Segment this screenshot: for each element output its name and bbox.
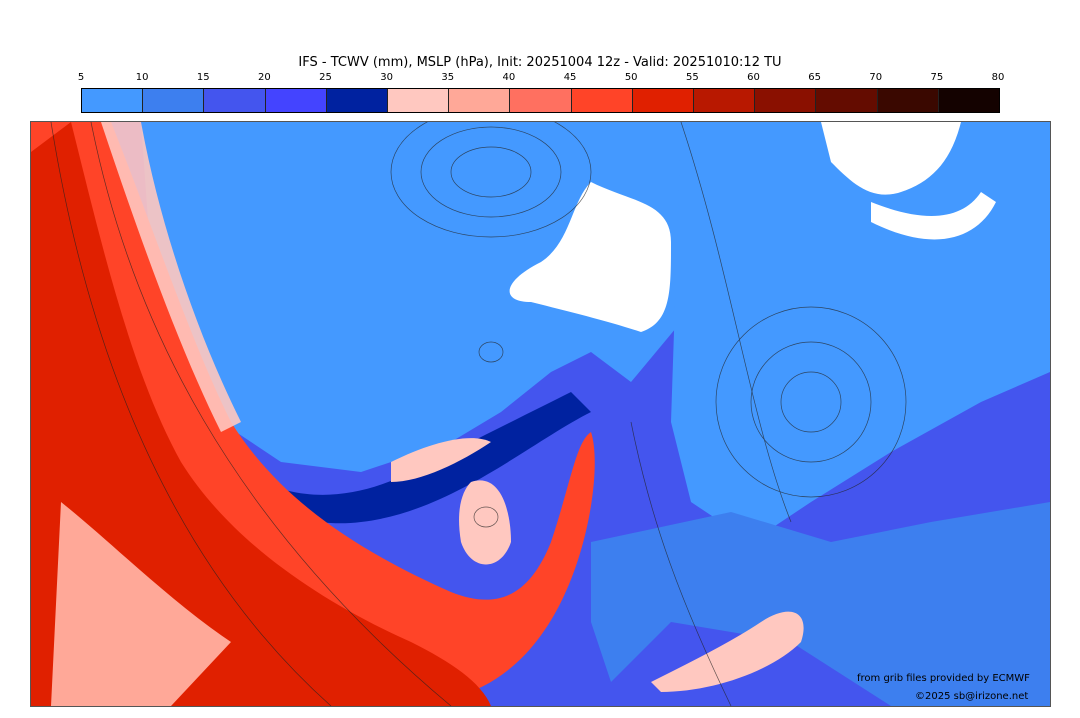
- colorbar-segment: [265, 89, 327, 112]
- white-greenland: [509, 182, 671, 332]
- colorbar-segment: [755, 89, 817, 112]
- source-credit: from grib files provided by ECMWF: [857, 673, 1030, 684]
- colorbar-segment: [694, 89, 756, 112]
- colorbar-tick: 30: [380, 72, 394, 83]
- isobar: [390, 122, 592, 238]
- colorbar-tick: 20: [258, 72, 271, 83]
- colorbar-segment: [388, 89, 450, 112]
- isobar: [630, 421, 732, 706]
- isobar: [473, 506, 499, 528]
- colorbar-segment: [938, 89, 1000, 112]
- white-arctic: [821, 122, 961, 195]
- tcwv-field: [31, 122, 1050, 706]
- pink-outer: [101, 122, 241, 432]
- colorbar-segment: [510, 89, 572, 112]
- colorbar-segment: [143, 89, 205, 112]
- colorbar-tick: 35: [441, 72, 455, 83]
- isobar: [420, 126, 562, 218]
- pink-jet: [391, 438, 491, 482]
- colorbar-tick: 50: [624, 72, 638, 83]
- colorbar-segment: [877, 89, 939, 112]
- copyright-credit: ©2025 sb@irizone.net: [915, 691, 1029, 702]
- map-title: IFS - TCWV (mm), MSLP (hPa), Init: 20251…: [298, 55, 782, 70]
- isobar: [750, 341, 872, 463]
- colorbar-segment: [632, 89, 695, 112]
- colorbar-segment: [816, 89, 878, 112]
- colorbar-segment: [82, 89, 144, 112]
- isobar: [715, 306, 907, 498]
- pink-plume: [51, 502, 231, 706]
- isobar: [680, 122, 792, 523]
- colorbar-tick: 70: [869, 72, 883, 83]
- pink-mediterranean: [651, 611, 804, 692]
- colorbar-tick: 60: [747, 72, 760, 83]
- white-arc: [871, 192, 996, 240]
- colorbar-segment: [449, 89, 511, 112]
- light-blue-region: [141, 122, 681, 472]
- colorbar-segment: [326, 89, 389, 112]
- isobar: [478, 341, 504, 363]
- weather-map: [30, 121, 1051, 707]
- isobar: [450, 146, 532, 198]
- isobar: [780, 371, 842, 433]
- colorbar-tick: 80: [991, 72, 1005, 83]
- red-core: [31, 122, 491, 706]
- colorbar-tick: 5: [77, 72, 85, 83]
- isobar: [50, 122, 332, 706]
- isobar: [90, 122, 452, 706]
- colorbar: [81, 88, 1000, 113]
- pink-low: [459, 480, 511, 565]
- colorbar-tick: 55: [685, 72, 699, 83]
- isobars: [50, 122, 907, 706]
- light-blue-south: [591, 502, 1050, 706]
- colorbar-tick: 40: [502, 72, 516, 83]
- colorbar-tick: 45: [563, 72, 577, 83]
- colorbar-tick: 25: [319, 72, 332, 83]
- colorbar-tick: 10: [135, 72, 149, 83]
- colorbar-segment: [204, 89, 266, 112]
- colorbar-tick: 75: [930, 72, 944, 83]
- colorbar-segment: [571, 89, 633, 112]
- colorbar-tick: 65: [808, 72, 821, 83]
- colorbar-tick: 15: [196, 72, 210, 83]
